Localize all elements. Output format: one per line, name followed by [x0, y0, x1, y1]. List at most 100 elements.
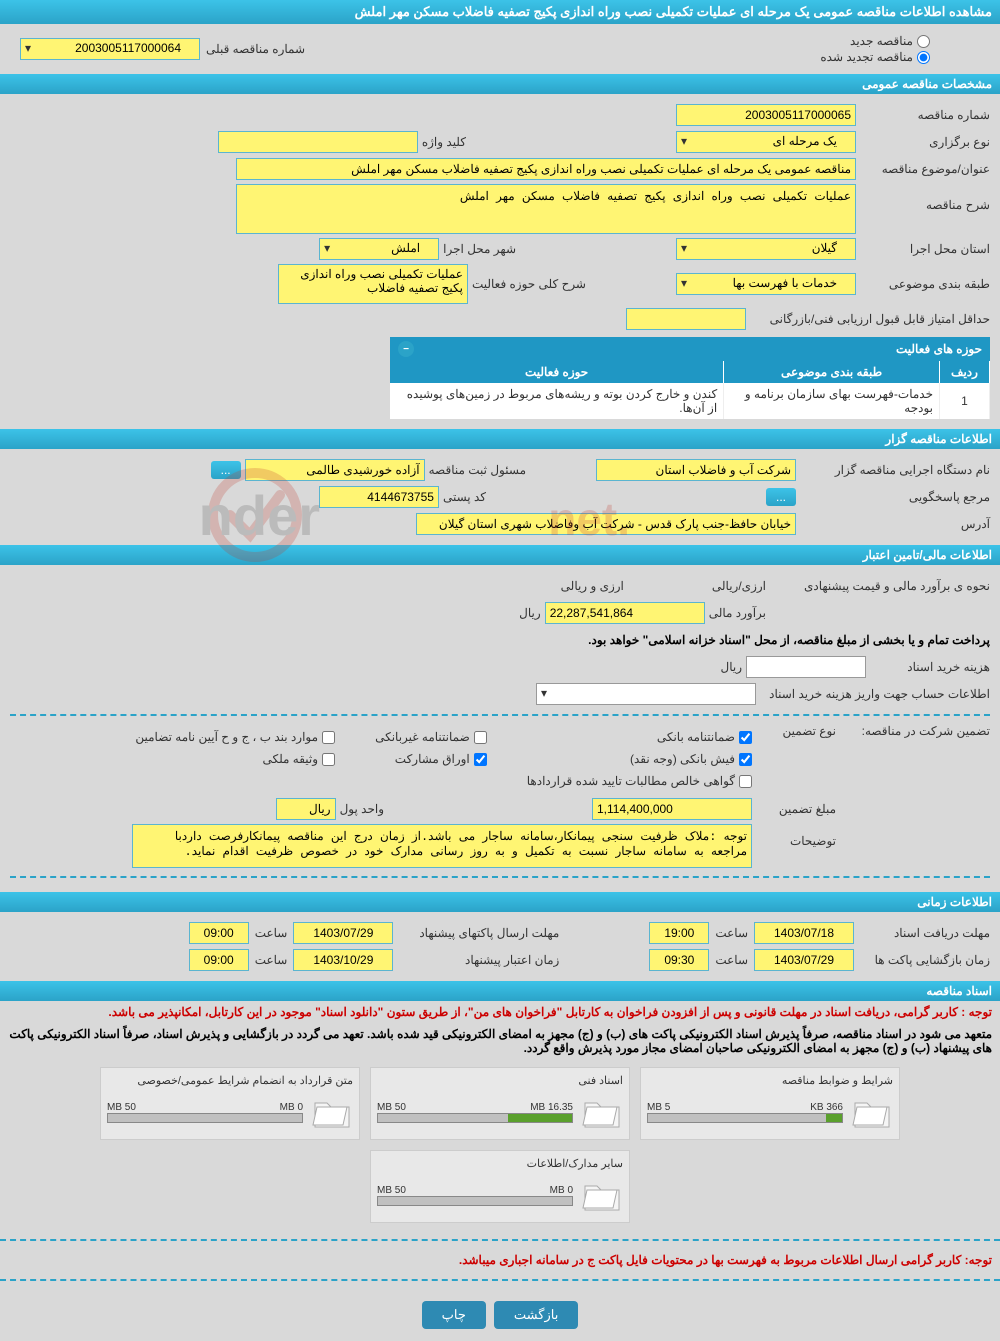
open-date[interactable] — [754, 949, 854, 971]
property-deed-checkbox[interactable] — [322, 753, 335, 766]
folder-icon — [581, 1174, 623, 1216]
open-time[interactable] — [649, 949, 709, 971]
packet-send-time[interactable] — [189, 922, 249, 944]
responder-lookup-button[interactable]: ... — [766, 488, 796, 506]
postal-code-input[interactable] — [319, 486, 439, 508]
tender-status-radios: مناقصه جدید مناقصه تجدید شده — [820, 28, 990, 70]
account-info-label: اطلاعات حساب جهت واریز هزینه خرید اسناد — [760, 687, 990, 701]
validity-time[interactable] — [189, 949, 249, 971]
documents-area: توجه : کاربر گرامی، دریافت اسناد در مهلت… — [0, 1001, 1000, 1281]
nonbank-guarantee-label: ضمانتنامه غیربانکی — [375, 730, 470, 744]
file-title-0: شرایط و ضوابط مناقصه — [647, 1074, 893, 1087]
participation-bonds-checkbox[interactable] — [474, 753, 487, 766]
progress-bar-2 — [107, 1113, 303, 1123]
bank-guarantee-checkbox[interactable] — [739, 731, 752, 744]
city-select[interactable]: املش — [319, 238, 439, 260]
org-input[interactable] — [596, 459, 796, 481]
guarantee-amount-label: مبلغ تضمین — [756, 802, 836, 816]
progress-fill-0 — [826, 1114, 842, 1122]
tender-type-select[interactable]: یک مرحله ای — [676, 131, 856, 153]
doc-receive-time[interactable] — [649, 922, 709, 944]
activity-table-titlebar: حوزه های فعالیت − — [390, 337, 990, 361]
bylaw-cases-label: موارد بند ب ، ج و ح آیین نامه تضامین — [135, 730, 318, 744]
contract-receivables-label: گواهی خالص مطالبات تایید شده قراردادها — [527, 774, 735, 788]
packet-send-date[interactable] — [293, 922, 393, 944]
activity-table-collapse[interactable]: − — [398, 341, 414, 357]
progress-bar-1 — [377, 1113, 573, 1123]
documents-notice-1: توجه : کاربر گرامی، دریافت اسناد در مهلت… — [0, 1001, 1000, 1023]
nonbank-guarantee-checkbox[interactable] — [474, 731, 487, 744]
min-score-label: حداقل امتیاز قابل قبول ارزیابی فنی/بازرگ… — [750, 312, 990, 326]
registrar-input[interactable] — [245, 459, 425, 481]
activity-desc-field[interactable]: عملیات تکمیلی نصب وراه اندازی پکیج تصفیه… — [278, 264, 468, 304]
guarantee-checkbox-grid: ضمانتنامه بانکی فیش بانکی (وجه نقد) گواه… — [135, 724, 752, 794]
new-tender-radio[interactable] — [917, 35, 930, 48]
open-label: زمان بازگشایی پاکت ها — [860, 953, 990, 967]
folder-icon — [581, 1091, 623, 1133]
file-card-3[interactable]: سایر مدارک/اطلاعات 0 MB50 MB — [370, 1150, 630, 1223]
back-button[interactable]: بازگشت — [494, 1301, 578, 1329]
category-select[interactable]: خدمات با فهرست بها — [676, 273, 856, 295]
keyword-input[interactable] — [218, 131, 418, 153]
keyword-label: کلید واژه — [422, 135, 466, 149]
file-used-3: 0 MB — [550, 1185, 573, 1196]
dashed-separator-3 — [0, 1239, 1000, 1241]
activity-desc-label: شرح کلی حوزه فعالیت — [472, 277, 586, 291]
file-limit-3: 50 MB — [377, 1185, 406, 1196]
file-card-1[interactable]: اسناد فنی 16.35 MB50 MB — [370, 1067, 630, 1140]
min-score-input[interactable] — [626, 308, 746, 330]
new-tender-label: مناقصه جدید — [850, 34, 913, 48]
guarantee-notes-label: توضیحات — [756, 824, 836, 848]
timing-form: مهلت دریافت اسناد ساعت مهلت ارسال پاکتها… — [0, 912, 1000, 981]
activity-cell-0-2: کندن و خارج کردن بوته و ریشه‌های مربوط د… — [390, 383, 724, 419]
activity-table-title: حوزه های فعالیت — [896, 342, 982, 356]
contract-receivables-checkbox[interactable] — [739, 775, 752, 788]
print-button[interactable]: چاپ — [422, 1301, 486, 1329]
time-label-2: ساعت — [255, 926, 288, 940]
documents-notice-2: متعهد می شود در اسناد مناقصه، صرفاً پذیر… — [0, 1023, 1000, 1059]
guarantee-notes-textarea[interactable] — [132, 824, 752, 868]
category-label: طبقه بندی موضوعی — [860, 277, 990, 291]
file-card-2[interactable]: متن قرارداد به انضمام شرایط عمومی/خصوصی … — [100, 1067, 360, 1140]
address-input[interactable] — [416, 513, 796, 535]
tender-number-input[interactable] — [676, 104, 856, 126]
table-row: 1 خدمات-فهرست بهای سازمان برنامه و بودجه… — [390, 383, 990, 419]
account-info-select[interactable] — [536, 683, 756, 705]
activity-cell-0-1: خدمات-فهرست بهای سازمان برنامه و بودجه — [724, 383, 940, 419]
doc-cost-label: هزینه خرید اسناد — [870, 660, 990, 674]
doc-cost-unit: ریال — [720, 660, 742, 674]
guarantee-amount-input[interactable] — [592, 798, 752, 820]
province-select[interactable]: گیلان — [676, 238, 856, 260]
file-limit-2: 50 MB — [107, 1102, 136, 1113]
dashed-separator-1 — [10, 714, 990, 716]
doc-receive-date[interactable] — [754, 922, 854, 944]
renewed-tender-radio[interactable] — [917, 51, 930, 64]
file-used-1: 16.35 MB — [530, 1102, 573, 1113]
dashed-separator-4 — [0, 1279, 1000, 1281]
estimate-amount-input[interactable] — [545, 602, 705, 624]
financial-info-header: اطلاعات مالی/تامین اعتبار — [0, 545, 1000, 565]
registrar-lookup-button[interactable]: ... — [211, 461, 241, 479]
validity-label: زمان اعتبار پیشنهاد — [399, 953, 559, 967]
file-limit-0: 5 MB — [647, 1102, 670, 1113]
bylaw-cases-checkbox[interactable] — [322, 731, 335, 744]
prev-number-select[interactable]: 2003005117000064 — [20, 38, 200, 60]
bank-receipt-checkbox[interactable] — [739, 753, 752, 766]
general-spec-header: مشخصات مناقصه عمومی — [0, 74, 1000, 94]
file-card-0[interactable]: شرایط و ضوابط مناقصه 366 KB5 MB — [640, 1067, 900, 1140]
estimate-method-value: ارزی/ریالی — [712, 579, 766, 593]
doc-cost-input[interactable] — [746, 656, 866, 678]
payment-note: پرداخت تمام و یا بخشی از مبلغ مناقصه، از… — [588, 633, 990, 647]
tenderer-info-form: نام دستگاه اجرایی مناقصه گزار مسئول ثبت … — [0, 449, 1000, 545]
tender-number-label: شماره مناقصه — [860, 108, 990, 122]
time-label-4: ساعت — [255, 953, 288, 967]
validity-date[interactable] — [293, 949, 393, 971]
guarantee-unit-input[interactable] — [276, 798, 336, 820]
subject-title-input[interactable] — [236, 158, 856, 180]
tender-type-label: نوع برگزاری — [860, 135, 990, 149]
responder-label: مرجع پاسخگویی — [800, 490, 990, 504]
file-title-2: متن قرارداد به انضمام شرایط عمومی/خصوصی — [107, 1074, 353, 1087]
file-title-1: اسناد فنی — [377, 1074, 623, 1087]
description-textarea[interactable] — [236, 184, 856, 234]
property-deed-label: وثیقه ملکی — [262, 752, 318, 766]
